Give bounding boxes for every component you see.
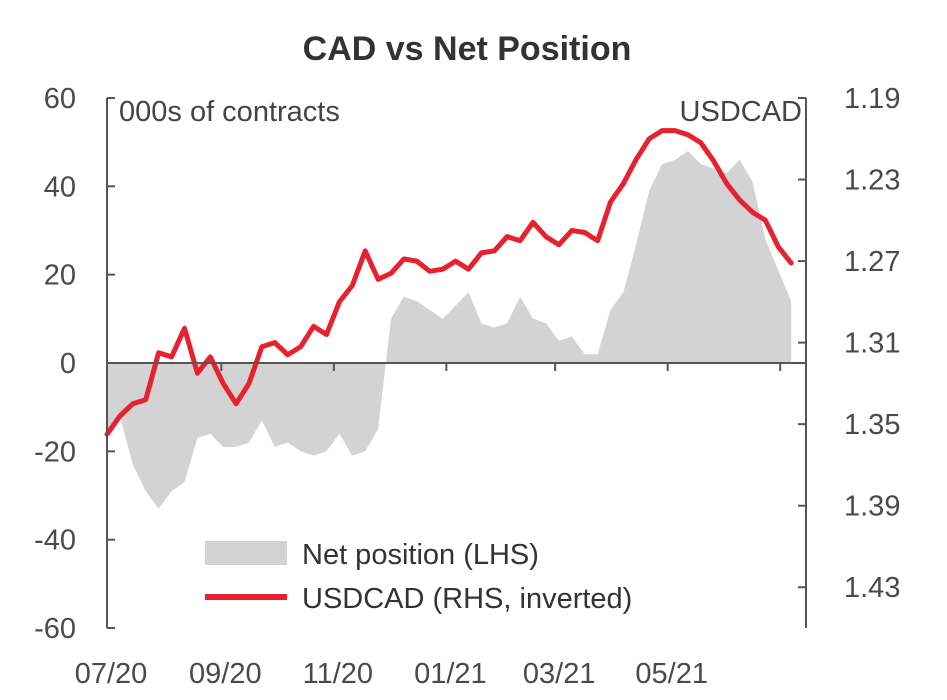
tick-labels: 60 40 20 0 -20 -40 -60 1.19 1.23 1.27 1.31 1.35 1.39…: [34, 83, 900, 690]
axes: [106, 97, 807, 629]
right-y-tick-label: 1.19: [844, 83, 900, 115]
legend-swatch-net-position: [205, 541, 287, 565]
plot-area: [104, 128, 794, 509]
x-tick-label: 03/21: [523, 658, 596, 690]
left-y-tick-label: -60: [34, 613, 76, 645]
x-tick-label: 07/20: [75, 658, 148, 690]
left-axis-note: 000s of contracts: [119, 96, 340, 128]
left-y-tick-label: 20: [44, 260, 76, 292]
left-y-tick-label: -40: [34, 525, 76, 557]
right-y-tick-label: 1.23: [844, 165, 900, 197]
net-position-area-layer: [107, 151, 792, 509]
x-tick-label: 11/20: [303, 658, 373, 690]
usdcad-line: [104, 128, 794, 437]
right-y-tick-label: 1.43: [844, 572, 900, 604]
legend-label-usdcad: USDCAD (RHS, inverted): [302, 583, 632, 615]
x-tick-label: 01/21: [414, 658, 487, 690]
left-y-tick-label: -20: [34, 436, 76, 468]
right-y-tick-label: 1.31: [844, 328, 900, 360]
left-y-tick-label: 60: [44, 83, 76, 115]
right-axis-note: USDCAD: [680, 96, 802, 128]
net-position-area: [107, 151, 792, 509]
right-y-tick-label: 1.39: [844, 491, 900, 523]
x-tick-label: 05/21: [635, 658, 708, 690]
x-tick-label: 09/20: [189, 658, 262, 690]
left-y-tick-label: 0: [60, 348, 76, 380]
right-y-tick-label: 1.27: [844, 246, 900, 278]
usdcad-line-layer: [104, 128, 794, 437]
left-y-tick-label: 40: [44, 171, 76, 203]
legend: Net position (LHS) USDCAD (RHS, inverted…: [205, 539, 632, 615]
chart-title: CAD vs Net Position: [303, 30, 632, 68]
legend-label-net-position: Net position (LHS): [302, 539, 539, 571]
right-y-tick-label: 1.35: [844, 409, 900, 441]
